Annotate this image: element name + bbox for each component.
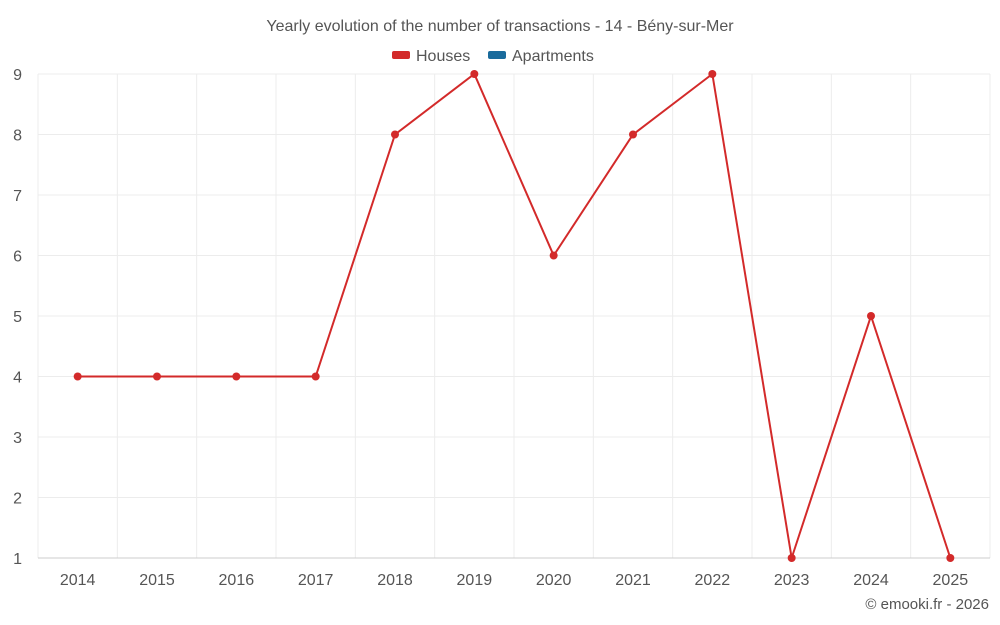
data-point-houses[interactable] — [787, 554, 796, 562]
y-tick-label: 5 — [13, 309, 22, 326]
legend-item-houses[interactable]: Houses — [392, 48, 470, 65]
data-point-houses[interactable] — [867, 312, 875, 320]
y-axis-tick-labels: 1 2 3 4 5 6 7 8 9 — [13, 67, 22, 568]
data-point-houses[interactable] — [391, 130, 399, 139]
x-tick-label: 2025 — [933, 572, 969, 589]
series-houses — [73, 70, 955, 562]
data-point-houses[interactable] — [946, 554, 955, 562]
y-tick-label: 9 — [13, 67, 22, 84]
x-tick-label: 2022 — [695, 572, 731, 589]
data-point-houses[interactable] — [232, 372, 241, 381]
x-tick-label: 2020 — [536, 572, 572, 589]
x-tick-label: 2019 — [457, 572, 493, 589]
y-tick-label: 3 — [13, 430, 22, 447]
data-point-houses[interactable] — [549, 251, 558, 260]
x-tick-label: 2018 — [377, 572, 413, 589]
legend-swatch-apartments — [488, 51, 506, 59]
legend-label-apartments: Apartments — [512, 48, 594, 65]
y-tick-label: 4 — [13, 370, 22, 387]
y-tick-label: 1 — [13, 551, 22, 568]
data-point-houses[interactable] — [708, 70, 717, 78]
x-tick-label: 2015 — [139, 572, 175, 589]
data-point-houses[interactable] — [153, 372, 161, 381]
x-tick-label: 2014 — [60, 572, 96, 589]
chart-legend: Houses Apartments — [392, 48, 594, 65]
x-axis-tick-labels: 2014 2015 2016 2017 2018 2019 2020 2021 2022 2023… — [60, 572, 968, 589]
series-points-houses — [73, 70, 955, 562]
legend-label-houses: Houses — [416, 48, 470, 65]
data-point-houses[interactable] — [470, 70, 479, 78]
series-line-houses — [77, 72, 952, 559]
data-point-houses[interactable] — [73, 372, 82, 381]
data-point-houses[interactable] — [629, 130, 637, 139]
x-tick-label: 2017 — [298, 572, 334, 589]
x-tick-label: 2024 — [853, 572, 889, 589]
y-tick-label: 8 — [13, 128, 22, 145]
x-tick-label: 2016 — [219, 572, 255, 589]
legend-item-apartments[interactable]: Apartments — [488, 48, 594, 65]
chart-title: Yearly evolution of the number of transa… — [266, 18, 734, 35]
y-tick-label: 2 — [13, 491, 22, 508]
x-tick-label: 2023 — [774, 572, 810, 589]
x-tick-label: 2021 — [615, 572, 651, 589]
y-tick-label: 6 — [13, 249, 22, 266]
credit-text: © emooki.fr - 2026 — [865, 596, 989, 613]
legend-swatch-houses — [392, 51, 410, 59]
y-tick-label: 7 — [13, 188, 22, 205]
data-point-houses[interactable] — [311, 372, 320, 381]
